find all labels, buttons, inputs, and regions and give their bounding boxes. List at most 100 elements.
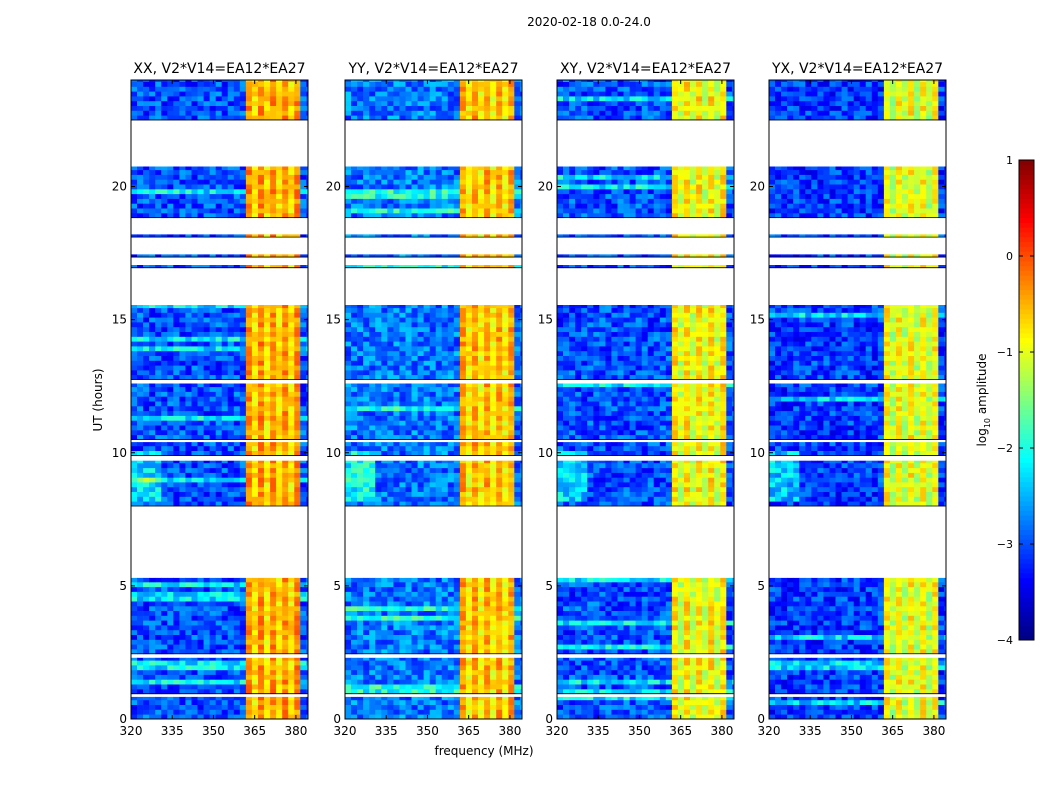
heatmap-cell [167, 596, 174, 602]
heatmap-cell [300, 420, 307, 426]
heatmap-cell [514, 644, 521, 650]
heatmap-cell [520, 472, 523, 478]
heatmap-cell [459, 674, 467, 680]
heatmap-cell [399, 688, 406, 695]
heatmap-cell [459, 322, 467, 328]
heatmap-cell [435, 634, 443, 640]
heatmap-cell [143, 679, 150, 685]
heatmap-cell [423, 482, 430, 488]
heatmap-cell [209, 81, 216, 87]
heatmap-cell [387, 639, 394, 645]
heatmap-cell [227, 610, 235, 616]
heatmap-cell [351, 346, 358, 352]
heatmap-cell [351, 467, 358, 473]
heatmap-cell [300, 699, 307, 705]
heatmap-cell [381, 596, 388, 602]
heatmap-cell [441, 405, 449, 412]
heatmap-cell [233, 307, 241, 313]
heatmap-cell [381, 696, 388, 701]
heatmap-cell [167, 696, 174, 701]
heatmap-cell [167, 322, 174, 328]
heatmap-cell [294, 442, 301, 447]
heatmap-cell [478, 405, 485, 412]
heatmap-cell [270, 322, 277, 328]
heatmap-cell [502, 657, 509, 661]
heatmap-cell [490, 644, 497, 650]
heatmap-cell [288, 688, 295, 695]
heatmap-cell [417, 346, 424, 352]
heatmap-cell [357, 591, 364, 597]
heatmap-cell [508, 360, 515, 366]
heatmap-cell [239, 174, 247, 180]
heatmap-cell [514, 591, 521, 597]
heatmap-cell [251, 350, 259, 356]
heatmap-cell [239, 81, 247, 87]
heatmap-cell [453, 649, 461, 655]
heatmap-cell [251, 629, 259, 635]
heatmap-cell [381, 312, 388, 318]
heatmap-cell [288, 193, 295, 199]
heatmap-cell [179, 610, 186, 616]
heatmap-cell [405, 420, 412, 426]
heatmap-cell [294, 491, 301, 497]
heatmap-cell [435, 346, 443, 352]
heatmap-cell [143, 396, 150, 402]
heatmap-cell [478, 688, 485, 695]
heatmap-cell [300, 386, 307, 392]
heatmap-cell [405, 341, 412, 347]
heatmap-cell [387, 322, 394, 328]
heatmap-cell [375, 326, 382, 332]
heatmap-cell [179, 100, 186, 106]
heatmap-cell [405, 317, 412, 323]
heatmap-cell [161, 208, 168, 214]
heatmap-cell [429, 341, 437, 347]
heatmap-cell [459, 714, 467, 720]
heatmap-cell [173, 415, 180, 421]
heatmap-cell [351, 326, 358, 332]
heatmap-cell [387, 605, 394, 611]
heatmap-cell [149, 425, 156, 431]
heatmap-cell [369, 486, 376, 492]
heatmap-cell [282, 415, 289, 421]
heatmap-cell [185, 482, 192, 488]
heatmap-cell [258, 346, 265, 352]
heatmap-cell [203, 472, 210, 478]
heatmap-cell [270, 665, 277, 671]
heatmap-cell [245, 174, 253, 180]
heatmap-cell [441, 326, 449, 332]
heatmap-cell [429, 350, 437, 356]
heatmap-cell [215, 605, 223, 611]
heatmap-cell [306, 684, 309, 690]
heatmap-cell [155, 341, 162, 347]
heatmap-cell [435, 679, 443, 685]
heatmap-cell [143, 355, 150, 361]
heatmap-cell [393, 596, 400, 602]
heatmap-cell [143, 665, 150, 671]
heatmap-cell [233, 386, 241, 392]
heatmap-cell [306, 80, 309, 82]
heatmap-cell [191, 365, 198, 371]
heatmap-cell [423, 581, 430, 588]
heatmap-cell [173, 674, 180, 680]
heatmap-cell [245, 166, 253, 171]
heatmap-cell [288, 601, 295, 607]
heatmap-cell [429, 665, 437, 671]
heatmap-cell [215, 386, 223, 392]
heatmap-cell [490, 482, 497, 488]
heatmap-cell [472, 429, 479, 436]
heatmap-cell [276, 360, 283, 366]
heatmap-cell [294, 96, 301, 102]
heatmap-cell [233, 674, 241, 680]
heatmap-cell [417, 405, 424, 412]
heatmap-cell [411, 601, 418, 607]
heatmap-cell [227, 467, 235, 473]
heatmap-cell [276, 96, 283, 102]
heatmap-cell [306, 254, 309, 258]
heatmap-cell [239, 450, 247, 456]
heatmap-cell [276, 450, 283, 456]
heatmap-cell [435, 410, 443, 416]
heatmap-cell [405, 491, 412, 497]
heatmap-cell [306, 305, 309, 309]
heatmap-cell [155, 383, 162, 388]
heatmap-cell [191, 331, 198, 337]
